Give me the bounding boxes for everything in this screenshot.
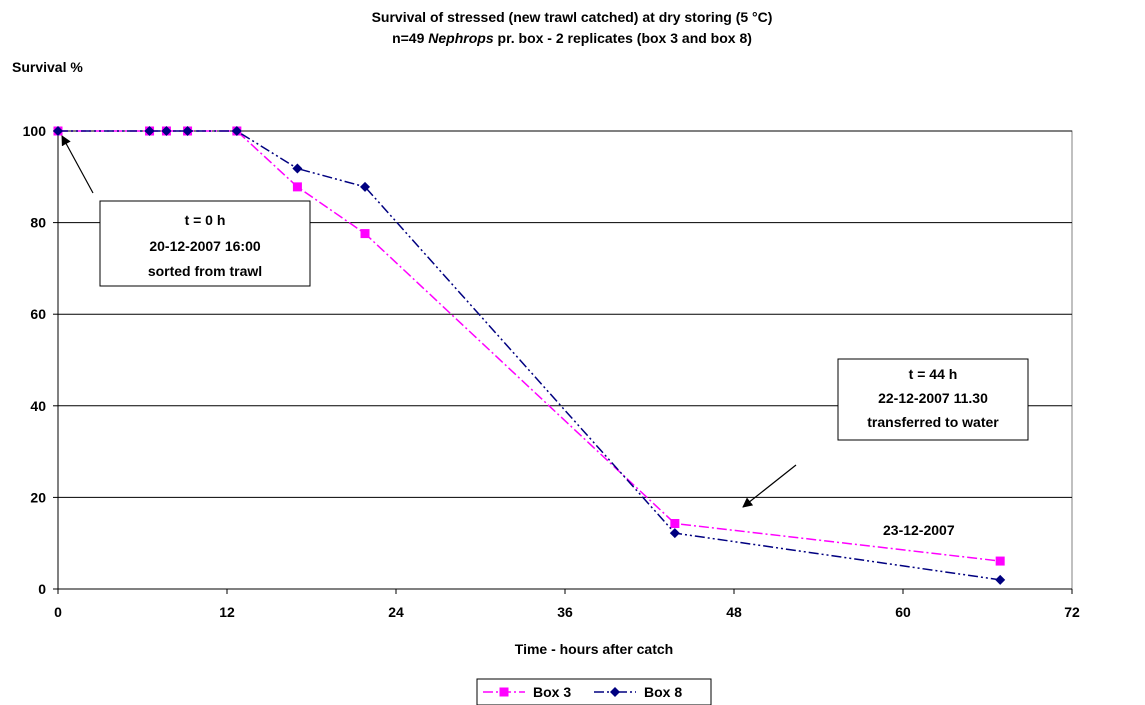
x-tick-label: 12 <box>219 604 235 620</box>
annotation-start: t = 0 h 20-12-2007 16:00 sorted from tra… <box>61 135 311 287</box>
chart-title-line2: n=49 Nephrops pr. box - 2 replicates (bo… <box>392 30 752 46</box>
gridlines <box>58 130 1072 498</box>
data-point <box>670 519 680 529</box>
series-box-8 <box>53 126 1006 585</box>
annotation-start-line2: 20-12-2007 16:00 <box>149 238 261 254</box>
y-tick-label: 0 <box>38 581 46 597</box>
annotation-transfer: t = 44 h 22-12-2007 11.30 transferred to… <box>742 358 1029 508</box>
chart-title-line1: Survival of stressed (new trawl catched)… <box>372 9 773 25</box>
title-species-part: Nephrops <box>428 30 494 46</box>
annotation-start-line1: t = 0 h <box>185 212 226 228</box>
y-axis-label: Survival % <box>12 59 83 75</box>
data-point <box>182 126 193 136</box>
x-axis-label: Time - hours after catch <box>515 641 673 657</box>
title-n-part: n=49 <box>392 30 428 46</box>
x-tick-label: 72 <box>1064 604 1080 620</box>
x-tick-label: 36 <box>557 604 573 620</box>
title-replicates-part: pr. box - 2 replicates (box 3 and box 8) <box>494 30 752 46</box>
data-point <box>995 574 1006 585</box>
y-tick-label: 40 <box>30 398 46 414</box>
data-point <box>292 163 303 174</box>
data-point <box>144 126 155 136</box>
annotation-transfer-line3: transferred to water <box>867 414 999 430</box>
y-tick-label: 80 <box>30 215 46 231</box>
y-tick-label: 60 <box>30 306 46 322</box>
annotation-transfer-line1: t = 44 h <box>909 366 958 382</box>
data-series <box>53 126 1006 585</box>
x-tick-label: 48 <box>726 604 742 620</box>
annotation-start-line3: sorted from trawl <box>148 263 262 279</box>
legend-label: Box 8 <box>644 684 682 700</box>
y-tick-label: 100 <box>23 123 47 139</box>
series-line <box>58 130 1001 562</box>
x-axis-ticks: 0 12 24 36 48 60 72 <box>54 589 1080 620</box>
annotation-end-date: 23-12-2007 <box>883 522 955 538</box>
x-tick-label: 24 <box>388 604 404 620</box>
annotation-start-arrow <box>61 135 94 194</box>
legend-swatch-marker <box>499 687 509 697</box>
data-point <box>360 181 371 192</box>
legend-label: Box 3 <box>533 684 571 700</box>
data-point <box>292 182 302 192</box>
data-point <box>360 229 370 239</box>
annotation-transfer-line2: 22-12-2007 11.30 <box>878 390 988 406</box>
y-axis-ticks: 0 20 40 60 80 100 <box>23 123 58 597</box>
annotation-transfer-arrow <box>742 464 797 508</box>
legend: Box 3 Box 8 <box>476 678 712 705</box>
data-point <box>669 528 680 539</box>
annotation-transfer-box <box>837 358 1029 441</box>
series-box-3 <box>53 126 1005 566</box>
data-point <box>161 126 172 136</box>
data-point <box>995 556 1005 566</box>
annotation-start-box <box>99 200 311 287</box>
x-tick-label: 60 <box>895 604 911 620</box>
series-line <box>58 130 1001 581</box>
x-tick-label: 0 <box>54 604 62 620</box>
data-point <box>231 126 242 136</box>
axes <box>57 131 1072 590</box>
data-point <box>53 126 63 136</box>
y-tick-label: 20 <box>30 489 46 505</box>
legend-swatch-marker <box>610 687 620 697</box>
